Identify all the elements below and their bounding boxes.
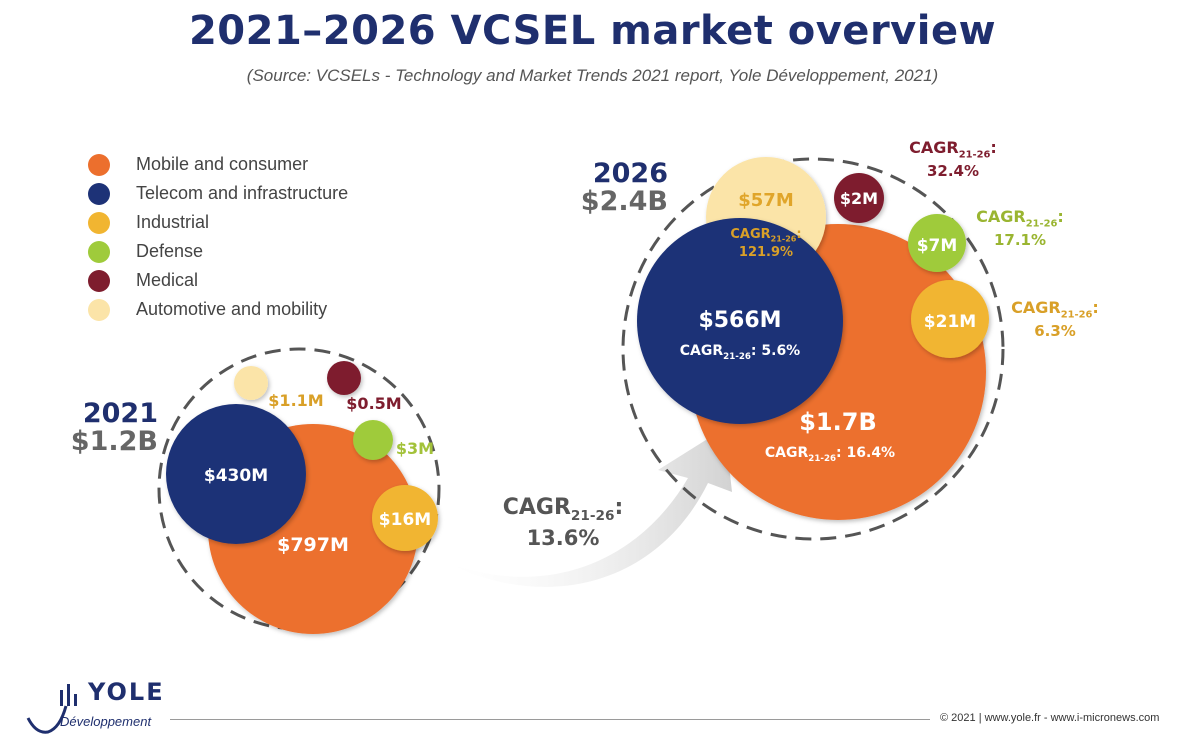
bubble-defense-2021	[353, 420, 393, 460]
growth-arrow: CAGR21-26:13.6%	[448, 428, 732, 587]
legend-label: Defense	[136, 241, 204, 261]
page-title: 2021–2026 VCSEL market overview	[188, 8, 997, 54]
total-ring-2026	[621, 157, 1005, 541]
cagr-mobile: CAGR21-26: 16.4%	[765, 445, 895, 464]
total-ring-2021	[157, 347, 441, 631]
bubble-medical-2026	[834, 173, 884, 223]
legend-swatch	[88, 153, 110, 176]
legend-label: Medical	[136, 270, 199, 290]
cagr-medical: CAGR21-26:	[909, 138, 997, 160]
cagr-automotive: CAGR21-26:	[730, 227, 801, 244]
bubble-industrial-2021	[372, 485, 438, 551]
yole-logo-mark	[26, 684, 77, 734]
cagr-medical-value: 32.4%	[927, 162, 979, 180]
cagr-industrial-value: 6.3%	[1034, 322, 1076, 340]
overall-cagr-label: CAGR21-26:	[503, 495, 624, 524]
legend-swatch	[88, 240, 110, 263]
bubble-defense-2026	[908, 214, 966, 272]
logo-subtitle: Développement	[60, 714, 152, 729]
legend-item-automotive: Automotive and mobility	[88, 295, 348, 324]
growth-arrow-shape	[448, 428, 732, 587]
legend-label: Telecom and infrastructure	[136, 183, 349, 203]
year-label-2021: 2021 $1.2B	[60, 398, 158, 458]
value-label-automotive-2021: $1.1M	[268, 391, 323, 410]
legend-label: Mobile and consumer	[136, 154, 309, 174]
legend-label: Automotive and mobility	[136, 299, 328, 319]
value-label-mobile-2026: $1.7B	[799, 408, 877, 436]
year-2026: 2026	[592, 158, 668, 189]
legend-swatch	[88, 298, 110, 321]
overall-cagr-value: 13.6%	[527, 526, 600, 550]
bubble-medical-2021	[327, 361, 361, 395]
legend-item-mobile: Mobile and consumer	[88, 150, 348, 179]
yole-logo: YOLE Développement	[26, 678, 163, 743]
bubble-automotive-2021	[234, 366, 268, 400]
footer-copyright: © 2021 | www.yole.fr - www.i-micronews.c…	[940, 712, 1160, 724]
bubble-group-2026: $1.7B $57M $566M $21M $7M $2M	[621, 157, 1005, 541]
year-label-2026: 2026 $2.4B	[560, 158, 668, 218]
value-label-automotive-2026: $57M	[738, 190, 794, 211]
bubble-group-2021: $797M $1.1M $430M $16M $3M $0.5M	[157, 347, 441, 634]
legend-item-industrial: Industrial	[88, 208, 348, 237]
bubble-telecom-2026	[637, 218, 843, 424]
logo-brand: YOLE	[88, 678, 165, 706]
bubble-telecom-2021	[166, 404, 306, 544]
cagr-telecom: CAGR21-26: 5.6%	[680, 343, 800, 362]
cagr-annotations: CAGR21-26: 16.4% CAGR21-26: 5.6% CAGR21-26…	[680, 138, 1099, 464]
legend-item-defense: Defense	[88, 237, 348, 266]
legend-label: Industrial	[136, 212, 210, 232]
source-subtitle: (Source: VCSELs - Technology and Market …	[246, 66, 939, 85]
legend-item-medical: Medical	[88, 266, 348, 295]
value-label-mobile-2021: $797M	[277, 534, 349, 556]
value-label-defense-2021: $3M	[396, 439, 434, 458]
value-label-telecom-2026: $566M	[698, 308, 781, 333]
total-2021: $1.2B	[70, 426, 158, 458]
value-label-medical-2026: $2M	[840, 189, 878, 208]
cagr-defense-value: 17.1%	[994, 231, 1046, 249]
legend-swatch	[88, 211, 110, 234]
value-label-industrial-2026: $21M	[924, 312, 976, 332]
year-2021: 2021	[82, 398, 158, 429]
legend: Mobile and consumer Telecom and infrastr…	[88, 150, 348, 324]
value-label-defense-2026: $7M	[917, 236, 958, 256]
value-label-industrial-2021: $16M	[379, 510, 431, 530]
cagr-automotive-value: 121.9%	[739, 245, 793, 260]
legend-swatch	[88, 269, 110, 292]
footer-rule	[170, 719, 930, 720]
legend-item-telecom: Telecom and infrastructure	[88, 179, 348, 208]
cagr-defense: CAGR21-26:	[976, 207, 1064, 229]
cagr-industrial: CAGR21-26:	[1011, 298, 1099, 320]
bubble-industrial-2026	[911, 280, 989, 358]
value-label-medical-2021: $0.5M	[346, 394, 401, 413]
legend-swatch	[88, 182, 110, 205]
total-2026: $2.4B	[580, 186, 668, 218]
value-label-telecom-2021: $430M	[204, 466, 268, 486]
